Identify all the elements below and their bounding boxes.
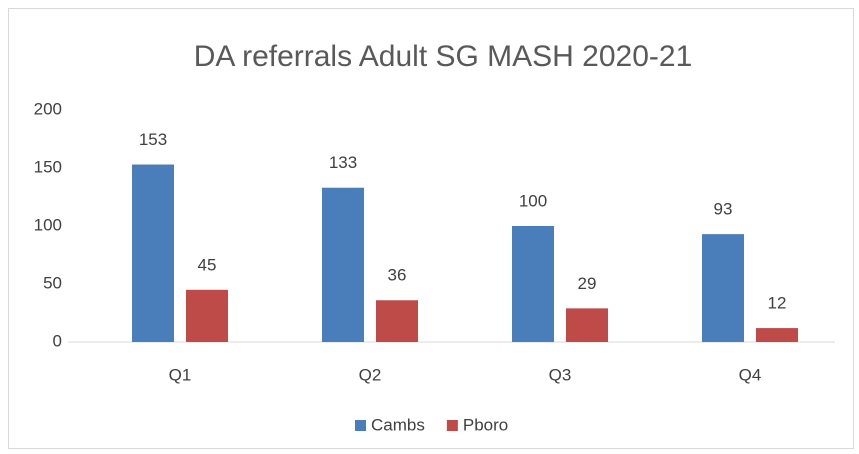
bar [566,308,608,342]
bar [756,328,798,342]
legend-label: Pboro [463,415,508,434]
data-label: 133 [329,153,357,172]
bar [702,234,744,342]
legend-label: Cambs [371,415,425,434]
data-label: 29 [578,274,597,293]
data-label: 12 [768,294,787,313]
data-label: 36 [388,266,407,285]
y-tick-label: 50 [43,273,62,292]
bar [132,164,174,342]
y-tick-label: 200 [34,99,62,118]
x-tick-label: Q1 [169,365,192,384]
x-tick-label: Q4 [739,365,762,384]
legend-swatch [355,420,366,431]
y-tick-label: 150 [34,157,62,176]
bar [322,187,364,342]
data-label: 153 [139,130,167,149]
bar [512,226,554,342]
legend-swatch [446,420,458,431]
y-tick-label: 100 [34,215,62,234]
data-label: 100 [519,191,547,210]
x-tick-label: Q2 [359,365,382,384]
data-label: 93 [714,200,733,219]
bar [186,289,228,342]
x-tick-label: Q3 [549,365,572,384]
y-tick-label: 0 [53,331,62,350]
bar [376,300,418,342]
chart-title: DA referrals Adult SG MASH 2020-21 [194,40,693,73]
data-label: 45 [198,255,217,274]
